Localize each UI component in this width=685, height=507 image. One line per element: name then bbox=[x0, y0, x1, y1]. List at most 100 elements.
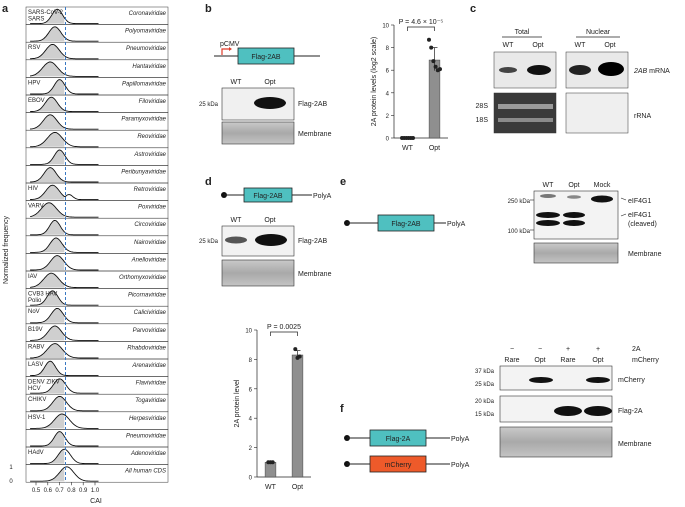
ridge-fill bbox=[30, 431, 65, 446]
x-category-label: WT bbox=[265, 484, 277, 491]
band-label: mCherry bbox=[618, 377, 645, 384]
construct-box bbox=[237, 47, 295, 65]
panel-label-b: b bbox=[205, 3, 212, 15]
band bbox=[554, 406, 582, 416]
lane-label: WT bbox=[503, 42, 515, 49]
ridge-curve bbox=[30, 79, 99, 95]
panel-label-f: f bbox=[340, 403, 344, 415]
ridge-curve bbox=[30, 96, 99, 113]
band bbox=[499, 67, 517, 73]
size-marker: 37 kDa bbox=[475, 369, 495, 375]
x-tick-label: 0.6 bbox=[44, 488, 53, 494]
panel-a-xticks: 0.5 0.6 0.7 0.8 0.9 1.0 bbox=[32, 482, 100, 494]
band bbox=[527, 65, 551, 75]
y-tick-label: 4 bbox=[386, 91, 390, 97]
panel-a-ytick-1: 1 bbox=[9, 465, 13, 471]
y-tick-label: 8 bbox=[386, 46, 390, 52]
virus-label: CHIKV bbox=[28, 397, 46, 403]
family-label: All human CDS bbox=[124, 469, 166, 475]
construct-box bbox=[377, 214, 435, 232]
ridge-fill bbox=[30, 26, 65, 42]
band-label: Flag-2A bbox=[618, 408, 643, 415]
y-tick-label: 6 bbox=[249, 387, 253, 393]
chart-d: 0 2 4 6 8 10 2A protein level WT Opt P = 0.0025 bbox=[234, 324, 311, 491]
x-tick-label: 0.8 bbox=[67, 488, 76, 494]
family-label: Circoviridae bbox=[134, 222, 166, 228]
sign: + bbox=[596, 346, 600, 353]
data-point bbox=[429, 45, 434, 50]
ridge-curve bbox=[30, 255, 99, 271]
family-label: Adenoviridae bbox=[130, 451, 167, 457]
lane-label: WT bbox=[231, 217, 243, 224]
ridge-fill bbox=[30, 114, 65, 130]
ridge-curve bbox=[30, 360, 99, 377]
virus-label: HIV bbox=[28, 186, 38, 192]
ridge-fill bbox=[30, 185, 65, 200]
virus-label: HCV bbox=[28, 386, 41, 392]
size-marker: 250 kDa bbox=[508, 199, 531, 205]
ridge-curve bbox=[30, 466, 99, 482]
ridge-curve bbox=[30, 131, 99, 148]
family-label: Arenaviridae bbox=[131, 363, 166, 369]
arrow-icon bbox=[620, 197, 627, 201]
virus-label: HSV-1 bbox=[28, 415, 46, 421]
lane-label: Opt bbox=[592, 357, 603, 364]
construct-box-mcherry bbox=[369, 455, 427, 473]
ridge-curve bbox=[30, 114, 99, 130]
ridge-curve bbox=[30, 448, 99, 465]
family-label: Pneumoviridae bbox=[126, 46, 167, 52]
virus-label: IAV bbox=[28, 274, 37, 280]
ridge-curve bbox=[30, 61, 99, 77]
family-label: Flaviviridae bbox=[136, 381, 167, 387]
ridge-curve bbox=[30, 26, 99, 42]
ridge-curve bbox=[30, 395, 99, 412]
bar-opt bbox=[291, 354, 304, 478]
panel-c-gels: Total Nuclear WT Opt WT Opt 2AB mRNA 28S… bbox=[476, 29, 670, 134]
band bbox=[586, 377, 610, 383]
size-marker: 25 kDa bbox=[475, 382, 495, 388]
western-blot-mcherry bbox=[499, 365, 613, 391]
chart-b: 0 2 4 6 8 10 2A protein levels (log2 scale) WT O… bbox=[371, 19, 448, 152]
band bbox=[567, 195, 581, 199]
ridge-curve bbox=[30, 307, 99, 324]
group-label-nuclear: Nuclear bbox=[586, 29, 611, 36]
band-label: eIF4G1 bbox=[628, 198, 651, 205]
ridge-fill bbox=[30, 220, 65, 235]
promoter-arrow-icon bbox=[221, 48, 230, 55]
virus-label: NoV bbox=[28, 309, 40, 315]
panel-label-e: e bbox=[340, 176, 346, 188]
y-tick-label: 10 bbox=[245, 329, 252, 335]
band-label: Flag-2AB bbox=[298, 101, 328, 108]
family-label: Anelloviridae bbox=[131, 257, 167, 263]
ridge-fill bbox=[30, 467, 65, 482]
virus-label: HPV bbox=[28, 80, 40, 86]
band bbox=[529, 377, 553, 383]
virus-label: EBOV bbox=[28, 98, 45, 104]
ridge-fill bbox=[30, 290, 65, 306]
data-point bbox=[427, 37, 431, 42]
family-label: Pneumoviridae bbox=[126, 433, 167, 439]
y-axis-label: 2A protein levels (log2 scale) bbox=[371, 37, 378, 127]
construct-label: mCherry bbox=[385, 462, 412, 469]
virus-label: DENV ZIKV bbox=[28, 380, 60, 386]
panel-f-lane-header: − − + + 2A Rare Opt Rare Opt mCherry bbox=[504, 346, 659, 364]
rrna-gel-nuclear bbox=[565, 92, 629, 134]
size-marker: 100 kDa bbox=[508, 229, 531, 235]
polya-label: PolyA bbox=[447, 221, 466, 228]
p-value: P = 0.0025 bbox=[267, 324, 301, 331]
band-cleaved bbox=[563, 212, 585, 218]
lane-label: Opt bbox=[568, 182, 579, 189]
membrane-stain bbox=[221, 121, 295, 145]
polya-label: PolyA bbox=[451, 436, 470, 443]
ridge-fill bbox=[30, 202, 65, 218]
ridge-fill bbox=[30, 449, 65, 464]
x-tick-label: 0.7 bbox=[55, 488, 64, 494]
band-opt bbox=[254, 97, 286, 109]
ridge-curve bbox=[30, 237, 99, 253]
bar-wt bbox=[264, 462, 277, 478]
lane-label: Rare bbox=[504, 357, 519, 364]
data-point bbox=[411, 136, 415, 140]
lane-label: Opt bbox=[532, 42, 543, 49]
ridge-fill bbox=[30, 273, 65, 288]
